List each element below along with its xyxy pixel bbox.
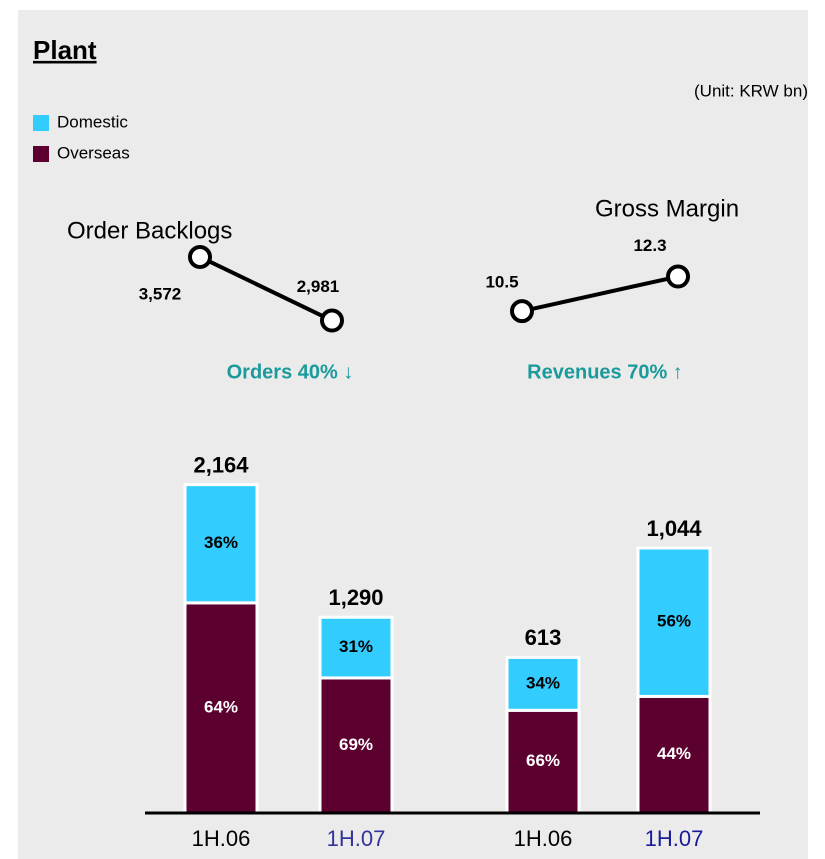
bar-segment bbox=[183, 601, 259, 815]
total-label: 1,290 bbox=[328, 585, 383, 610]
segment-label: 34% bbox=[526, 673, 560, 692]
group-label: Orders 40% ↓ bbox=[227, 361, 354, 383]
x-tick-label: 1H.07 bbox=[327, 826, 386, 851]
bar-segment bbox=[636, 694, 712, 815]
line-point bbox=[188, 244, 212, 269]
line bbox=[199, 255, 333, 323]
x-tick-label: 1H.06 bbox=[514, 826, 573, 851]
line bbox=[521, 274, 679, 314]
segment-label: 31% bbox=[339, 637, 373, 656]
segment-label: 56% bbox=[657, 612, 691, 631]
bar-segment bbox=[505, 655, 581, 712]
group-label: Revenues 70% ↑ bbox=[527, 361, 683, 383]
point-label: 2,981 bbox=[297, 277, 340, 296]
line-title: Order Backlogs bbox=[67, 217, 232, 244]
total-label: 1,044 bbox=[646, 516, 702, 541]
bar-segment bbox=[183, 483, 259, 605]
segment-label: 36% bbox=[204, 533, 238, 552]
legend-label: Domestic bbox=[57, 112, 128, 131]
point-label: 3,572 bbox=[139, 284, 182, 303]
segment-label: 44% bbox=[657, 744, 691, 763]
x-tick-label: 1H.07 bbox=[645, 826, 704, 851]
unit-note: (Unit: KRW bn) bbox=[694, 81, 808, 100]
bar-segment bbox=[318, 615, 394, 680]
line-point bbox=[320, 308, 344, 333]
point-label: 10.5 bbox=[485, 273, 518, 292]
x-tick-label: 1H.06 bbox=[192, 826, 251, 851]
point-label: 12.3 bbox=[633, 236, 666, 255]
total-label: 613 bbox=[525, 625, 562, 650]
page-title: Plant bbox=[33, 35, 97, 65]
bar-segment bbox=[636, 546, 712, 698]
legend-swatch bbox=[33, 115, 49, 131]
line-title: Gross Margin bbox=[595, 195, 739, 222]
segment-label: 66% bbox=[526, 751, 560, 770]
total-label: 2,164 bbox=[193, 452, 249, 477]
bar-segment bbox=[318, 676, 394, 815]
line-point bbox=[666, 264, 690, 289]
legend-label: Overseas bbox=[57, 143, 130, 162]
segment-label: 69% bbox=[339, 735, 373, 754]
line-point bbox=[510, 299, 534, 324]
legend-swatch bbox=[33, 146, 49, 162]
segment-label: 64% bbox=[204, 697, 238, 716]
